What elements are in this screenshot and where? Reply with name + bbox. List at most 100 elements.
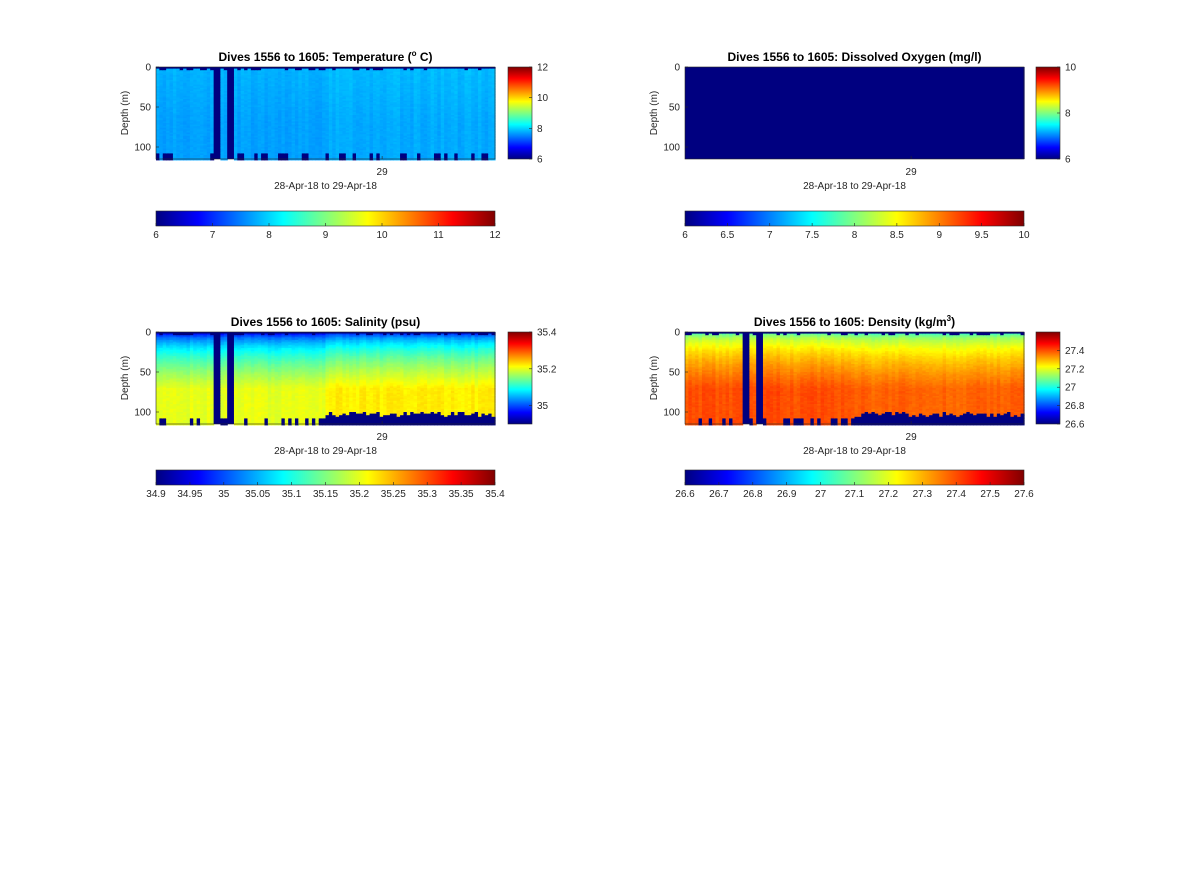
heatmap-cell: [203, 119, 208, 122]
heatmap-cell: [186, 111, 191, 114]
heatmap-cell: [210, 123, 215, 126]
heatmap-cell: [156, 70, 160, 73]
heatmap-cell: [196, 132, 201, 135]
heatmap-cell: [223, 145, 228, 148]
heatmap-cell: [189, 67, 194, 70]
heatmap-cell: [169, 97, 174, 100]
heatmap-cell: [169, 116, 174, 119]
heatmap-cell: [196, 73, 201, 76]
heatmap-cell: [203, 87, 208, 90]
data-gap: [213, 67, 218, 159]
heatmap-cell: [237, 126, 242, 129]
heatmap-cell: [193, 118, 198, 121]
heatmap-cell: [159, 107, 164, 110]
heatmap-cell: [237, 67, 242, 70]
heatmap-cell: [233, 143, 238, 146]
heatmap-cell: [183, 110, 188, 113]
heatmap-cell: [189, 108, 194, 111]
heatmap-cell: [166, 92, 171, 95]
heatmap-cell: [179, 100, 184, 103]
heatmap-cell: [247, 102, 252, 105]
heatmap-cell: [176, 145, 181, 148]
heatmap-cell: [159, 97, 164, 100]
heatmap-cell: [220, 75, 225, 78]
heatmap-cell: [156, 105, 160, 108]
heatmap-cell: [166, 83, 171, 86]
heatmap-cell: [210, 134, 215, 137]
heatmap-cell: [169, 134, 174, 137]
heatmap-cell: [223, 150, 228, 153]
heatmap-cell: [176, 127, 181, 130]
heatmap-cell: [179, 126, 184, 129]
heatmap-cell: [223, 111, 228, 114]
heatmap-cell: [210, 126, 215, 129]
heatmap-cell: [233, 126, 238, 129]
heatmap-cell: [244, 134, 249, 137]
heatmap-cell: [206, 134, 211, 137]
heatmap-cell: [183, 76, 188, 79]
heatmap-cell: [240, 134, 245, 137]
heatmap-cell: [233, 137, 238, 140]
heatmap-cell: [233, 87, 238, 90]
heatmap-cell: [196, 83, 201, 86]
heatmap-cell: [210, 102, 215, 105]
heatmap-cell: [166, 126, 171, 129]
heatmap-cell: [247, 67, 252, 70]
heatmap-cell: [237, 121, 242, 124]
heatmap-cell: [189, 147, 194, 150]
heatmap-cell: [220, 131, 225, 134]
heatmap-cell: [210, 86, 215, 89]
heatmap-cell: [210, 156, 215, 159]
heatmap-cell: [176, 155, 181, 158]
heatmap-cell: [186, 107, 191, 110]
heatmap-cell: [166, 137, 171, 140]
heatmap-cell: [196, 121, 201, 124]
heatmap-cell: [183, 75, 188, 78]
heatmap-cell: [220, 100, 225, 103]
heatmap-cell: [176, 111, 181, 114]
heatmap-cell: [189, 156, 194, 159]
heatmap-cell: [176, 115, 181, 118]
heatmap-cell: [162, 145, 167, 148]
heatmap-cell: [186, 92, 191, 95]
heatmap-cell: [189, 68, 194, 71]
heatmap-cell: [179, 132, 184, 135]
heatmap-cell: [179, 87, 184, 90]
heatmap-cell: [193, 111, 198, 114]
heatmap-cell: [179, 76, 184, 79]
heatmap-cell: [223, 153, 228, 156]
heatmap-cell: [169, 150, 174, 153]
heatmap-cell: [223, 113, 228, 116]
heatmap-cell: [172, 145, 177, 148]
heatmap-cell: [176, 68, 181, 71]
heatmap-cell: [162, 139, 167, 142]
heatmap-cell: [179, 86, 184, 89]
heatmap-cell: [247, 73, 252, 76]
heatmap-cell: [240, 97, 245, 100]
heatmap-cell: [220, 118, 225, 121]
heatmap-cell: [169, 70, 174, 73]
heatmap-cell: [240, 71, 245, 74]
heatmap-cell: [237, 148, 242, 151]
heatmap-cell: [156, 73, 160, 76]
heatmap-cell: [172, 148, 177, 151]
heatmap-cell: [210, 99, 215, 102]
heatmap-cell: [203, 76, 208, 79]
heatmap-cell: [189, 151, 194, 154]
heatmap-cell: [203, 151, 208, 154]
heatmap-cell: [203, 73, 208, 76]
heatmap-cell: [223, 155, 228, 158]
heatmap-cell: [244, 78, 249, 81]
heatmap-cell: [189, 121, 194, 124]
heatmap-cell: [244, 99, 249, 102]
heatmap-cell: [203, 107, 208, 110]
heatmap-cell: [247, 116, 252, 119]
heatmap-cell: [233, 148, 238, 151]
heatmap-cell: [233, 81, 238, 84]
heatmap-cell: [206, 142, 211, 145]
heatmap-cell: [233, 97, 238, 100]
heatmap-cell: [210, 148, 215, 151]
heatmap-cell: [210, 92, 215, 95]
heatmap-cell: [189, 135, 194, 138]
